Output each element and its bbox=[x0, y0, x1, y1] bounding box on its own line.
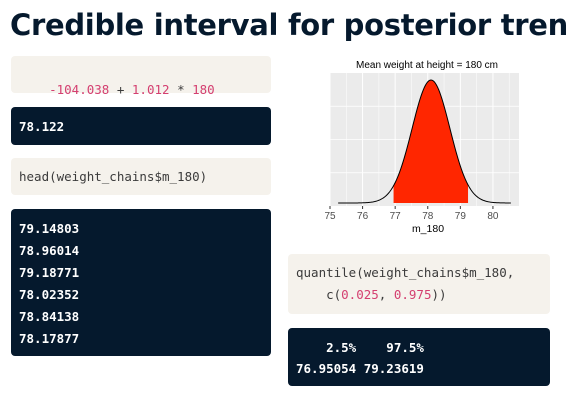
density-chart: Mean weight at height = 180 cm 75 76 77 78 7… bbox=[324, 60, 519, 235]
output-line: 78.84138 bbox=[19, 309, 80, 324]
code-token-height: 180 bbox=[192, 82, 215, 97]
code-token-upper-prob: 0.975 bbox=[393, 287, 432, 302]
output-line: 78.17877 bbox=[19, 331, 80, 346]
code-quantile-line1: quantile(weight_chains$m_180, bbox=[296, 265, 515, 280]
code-head-call: head(weight_chains$m_180) bbox=[19, 169, 208, 184]
code-token-times: * bbox=[169, 82, 193, 97]
chart-title: Mean weight at height = 180 cm bbox=[356, 60, 498, 71]
code-token-plus: + bbox=[109, 82, 132, 97]
output-cell-arithmetic: 78.122 bbox=[11, 107, 271, 145]
x-axis-ticks: 75 76 77 78 79 80 bbox=[324, 206, 499, 222]
x-tick-label: 80 bbox=[487, 211, 499, 222]
x-tick-label: 76 bbox=[357, 211, 369, 222]
output-line: 79.14803 bbox=[19, 221, 80, 236]
code-token-slope: 1.012 bbox=[131, 82, 170, 97]
output-value: 78.122 bbox=[19, 119, 65, 134]
output-line: 78.02352 bbox=[19, 287, 80, 302]
code-cell-quantile: quantile(weight_chains$m_180, c(0.025, 0… bbox=[288, 254, 550, 314]
code-token-close: )) bbox=[431, 287, 447, 302]
quantile-header: 2.5% 97.5% bbox=[296, 340, 424, 355]
code-token-c-open: c( bbox=[296, 287, 342, 302]
density-curve bbox=[338, 79, 511, 204]
quantile-values: 76.95054 79.23619 bbox=[296, 361, 424, 376]
x-tick-label: 77 bbox=[390, 211, 402, 222]
code-token-comma: , bbox=[378, 287, 394, 302]
output-line: 78.96014 bbox=[19, 243, 80, 258]
code-cell-arithmetic: -104.038 + 1.012 * 180 bbox=[11, 56, 271, 97]
x-tick-label: 79 bbox=[455, 211, 467, 222]
code-token-intercept: -104.038 bbox=[49, 82, 110, 97]
x-tick-label: 78 bbox=[422, 211, 434, 222]
x-tick-label: 75 bbox=[324, 211, 336, 222]
page-title: Credible interval for posterior trend bbox=[10, 8, 567, 42]
code-cell-head: head(weight_chains$m_180) bbox=[11, 158, 271, 195]
code-token-lower-prob: 0.025 bbox=[341, 287, 379, 302]
credible-interval-area bbox=[393, 80, 469, 203]
output-cell-head: 79.14803 78.96014 79.18771 78.02352 78.8… bbox=[11, 209, 271, 356]
x-axis-label: m_180 bbox=[412, 223, 444, 235]
output-line: 79.18771 bbox=[19, 265, 80, 280]
output-cell-quantile: 2.5% 97.5% 76.95054 79.23619 bbox=[288, 328, 550, 386]
